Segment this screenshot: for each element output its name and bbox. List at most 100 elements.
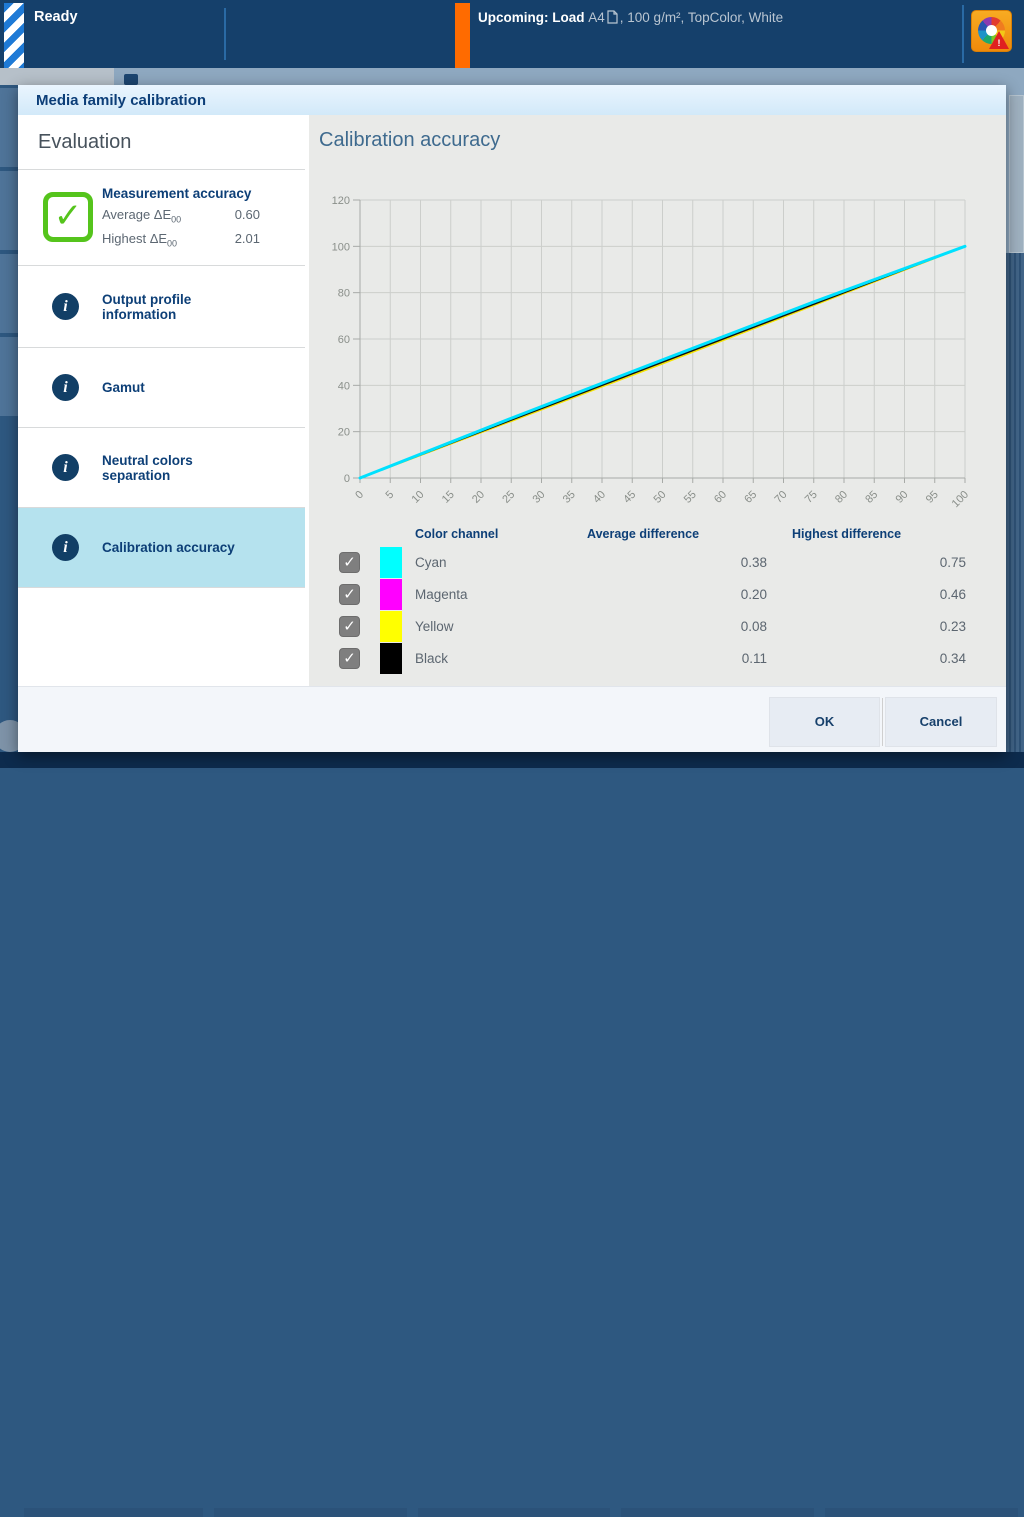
metric-row: Average ΔE00 0.60 [102,207,260,225]
svg-text:100: 100 [950,489,971,510]
svg-text:55: 55 [682,489,699,506]
channel-row-magenta: ✓ Magenta 0.20 0.46 [309,579,1006,611]
calibration-accuracy-chart: 0 20 40 60 80 100 120 0 5 10 15 20 25 30 35 40 45 50 55 60 6… [332,195,971,510]
evaluation-sidebar: Evaluation ✓ Measurement accuracy Average … [18,115,305,686]
background-tab [0,88,18,167]
svg-text:80: 80 [338,288,350,300]
svg-text:0: 0 [344,473,350,485]
printer-status-text: Ready [34,9,78,25]
background-tab [0,254,18,333]
sidebar-item-label: Output profile information [102,291,192,322]
column-header-color-channel: Color channel [415,527,499,541]
sidebar-item-label: Neutral colors separation [102,452,193,483]
sidebar-item-label: Gamut [102,380,145,395]
svg-text:70: 70 [772,489,789,506]
svg-text:10: 10 [409,489,426,506]
info-icon: i [52,454,79,481]
upcoming-details: , 100 g/m², TopColor, White [619,10,784,25]
column-header-highest-difference: Highest difference [792,527,902,541]
cancel-button[interactable]: Cancel [885,697,997,747]
dialog-footer: OK Cancel [18,686,1006,752]
svg-text:60: 60 [712,489,729,506]
channel-color-swatch [380,643,402,674]
svg-text:20: 20 [338,427,350,439]
topbar-divider [224,8,226,60]
sidebar-item-list: ✓ Measurement accuracy Average ΔE00 0.60 Hig… [18,169,305,588]
svg-text:90: 90 [893,489,910,506]
channel-checkbox[interactable]: ✓ [339,584,360,605]
channel-name: Black [415,651,449,666]
button-separator [882,698,883,746]
background-bottom-segment [621,1508,814,1517]
svg-text:0: 0 [353,489,366,502]
background-strip-segment [0,68,114,85]
highest-difference-value: 0.46 [939,587,966,602]
calibration-accuracy-panel: Calibration accuracy 0 20 40 60 80 100 120 0 5 10… [309,115,1006,686]
column-header-average-difference: Average difference [587,527,700,541]
channel-row-yellow: ✓ Yellow 0.08 0.23 [309,611,1006,643]
sidebar-item-label: Calibration accuracy [102,540,235,555]
channel-checkbox[interactable]: ✓ [339,616,360,637]
dialog-titlebar: Media family calibration [18,85,1006,115]
svg-text:5: 5 [384,489,397,502]
svg-text:40: 40 [338,380,350,392]
channel-color-swatch [380,579,402,610]
sidebar-item-calibration-accuracy[interactable]: i Calibration accuracy [18,508,305,588]
svg-text:15: 15 [440,489,457,506]
highest-difference-value: 0.75 [939,555,966,570]
svg-text:20: 20 [470,489,487,506]
channel-checkbox[interactable]: ✓ [339,648,360,669]
upcoming-marker-block [455,3,470,68]
background-right-panel [1009,95,1024,253]
channel-name: Cyan [415,555,447,570]
average-difference-value: 0.20 [740,587,767,602]
sidebar-item-neutral-colors-separation[interactable]: i Neutral colors separation [18,428,305,508]
svg-text:45: 45 [621,489,638,506]
ok-button[interactable]: OK [769,697,880,747]
highest-difference-value: 0.23 [939,619,966,634]
sidebar-item-label: Measurement accuracy [102,186,252,202]
background-tab [0,171,18,250]
color-calibration-alert-button[interactable]: ! [971,10,1012,52]
background-bottom-segment [214,1508,407,1517]
color-wheel-icon [978,17,1005,44]
sidebar-item-measurement-accuracy[interactable]: ✓ Measurement accuracy Average ΔE00 0.60 Hig… [18,170,305,266]
channel-color-swatch [380,611,402,642]
background-bottom-segment [24,1508,203,1517]
background-left-tabs [0,85,18,768]
metric-value: 0.60 [234,207,260,223]
panel-heading: Calibration accuracy [319,129,501,151]
channel-name: Magenta [415,587,468,602]
upcoming-label: Upcoming: Load [478,10,585,25]
top-status-bar: Ready Upcoming: Load A4 , 100 g/m², TopCo… [0,0,1024,68]
channel-checkbox[interactable]: ✓ [339,552,360,573]
sidebar-heading: Evaluation [38,131,132,153]
printer-status-stripe-icon [4,3,24,68]
svg-text:50: 50 [651,489,668,506]
channel-row-black: ✓ Black 0.11 0.34 [309,643,1006,675]
sidebar-item-output-profile-information[interactable]: i Output profile information [18,266,305,348]
background-tab-icon [124,74,138,85]
upcoming-media: A4 [588,10,605,25]
sidebar-item-gamut[interactable]: i Gamut [18,348,305,428]
svg-text:120: 120 [332,195,350,207]
svg-text:30: 30 [530,489,547,506]
channel-color-swatch [380,547,402,578]
sheet-icon [607,10,618,24]
svg-text:40: 40 [591,489,608,506]
metric-value: 2.01 [234,231,260,246]
svg-text:100: 100 [332,241,350,253]
background-tab [0,337,18,416]
highest-difference-value: 0.34 [939,651,966,666]
topbar-divider [962,5,964,63]
check-ok-icon: ✓ [43,192,93,242]
background-right-list [1006,253,1024,752]
background-bottom-segment [418,1508,610,1517]
average-difference-value: 0.08 [740,619,767,634]
svg-text:80: 80 [833,489,850,506]
channel-name: Yellow [415,619,454,634]
channel-row-cyan: ✓ Cyan 0.38 0.75 [309,547,1006,579]
svg-text:35: 35 [561,489,578,506]
info-icon: i [52,374,79,401]
average-difference-value: 0.11 [741,651,767,666]
